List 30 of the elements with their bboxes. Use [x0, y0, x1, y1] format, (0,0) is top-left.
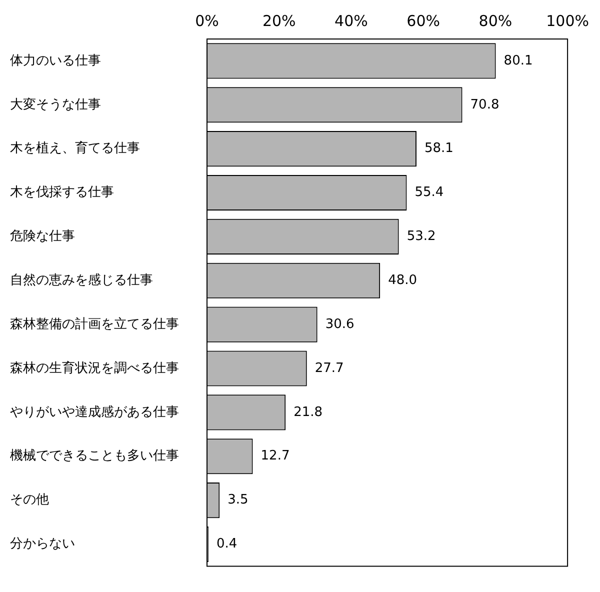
data-label: 3.5 [228, 492, 248, 508]
y-tick-label: 木を植え、育てる仕事 [10, 140, 140, 156]
y-tick-label: 大変そうな仕事 [10, 96, 101, 112]
data-label: 12.7 [260, 448, 290, 464]
y-tick-label: 森林の生育状況を調べる仕事 [10, 360, 179, 376]
data-label: 55.4 [414, 185, 444, 200]
x-tick-label: 40% [334, 12, 368, 30]
y-tick-label: その他 [10, 492, 49, 508]
x-tick-label: 20% [262, 12, 296, 30]
y-tick-label: 機械でできることも多い仕事 [10, 448, 179, 464]
y-tick-label: 自然の恵みを感じる仕事 [10, 273, 153, 288]
y-tick-label: 木を伐採する仕事 [10, 185, 114, 200]
x-tick-label: 0% [195, 12, 219, 30]
data-label: 48.0 [388, 273, 418, 288]
data-label: 53.2 [406, 229, 436, 244]
data-label: 27.7 [314, 360, 344, 376]
y-tick-label: 体力のいる仕事 [10, 53, 101, 68]
x-tick-label: 80% [478, 12, 512, 30]
data-label: 80.1 [504, 53, 533, 68]
data-label: 30.6 [325, 316, 354, 332]
x-tick-label: 60% [406, 12, 440, 30]
data-label: 21.8 [294, 404, 323, 420]
data-label: 0.4 [216, 536, 238, 552]
y-tick-label: 森林整備の計画を立てる仕事 [10, 316, 179, 332]
y-tick-label: 分からない [10, 536, 75, 552]
y-tick-label: やりがいや達成感がある仕事 [10, 404, 179, 420]
data-label: 58.1 [424, 141, 454, 156]
x-tick-label: 100% [546, 12, 590, 30]
data-label: 70.8 [470, 97, 500, 112]
y-tick-label: 危険な仕事 [10, 229, 75, 244]
